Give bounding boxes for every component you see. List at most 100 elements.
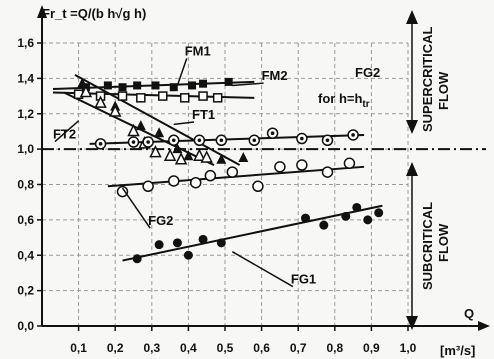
data-point [343, 157, 356, 170]
data-point [212, 93, 223, 103]
data-point [274, 161, 286, 173]
data-point-center [171, 138, 176, 143]
x-tick-label: 0,6 [253, 341, 270, 355]
data-point [321, 166, 334, 178]
data-point [108, 104, 122, 117]
data-point [193, 148, 206, 161]
data-point [142, 180, 154, 193]
data-point-center [325, 138, 330, 143]
data-point-center [351, 133, 355, 137]
data-point [238, 151, 249, 162]
data-point [136, 93, 146, 103]
x-tick-label: 0,7 [290, 341, 307, 355]
data-point [183, 250, 193, 260]
x-axis-label: Q [464, 306, 474, 321]
x-axis-arrow [478, 321, 490, 331]
data-point [226, 166, 239, 178]
y-tick-label: 0,4 [17, 248, 34, 262]
data-point [319, 220, 329, 230]
x-tick-label: 0,4 [180, 341, 197, 355]
x-tick-label: 0,8 [326, 341, 343, 355]
data-point [374, 208, 384, 218]
data-point [117, 91, 128, 101]
supercritical-label-2: FLOW [436, 71, 451, 110]
data-point-center [270, 131, 275, 136]
x-tick-label: 0,9 [363, 341, 380, 355]
y-tick-label: 0,6 [17, 213, 34, 227]
data-point [188, 81, 197, 90]
fg2-title: FG2 [355, 65, 380, 80]
data-point [133, 81, 142, 90]
supercritical-region: SUPERCRITICAL FLOW [406, 10, 451, 134]
data-point [301, 213, 311, 223]
series-label: FM1 [185, 43, 211, 58]
data-point [118, 83, 127, 92]
data-point [169, 83, 178, 92]
data-point-center [300, 136, 304, 141]
y-tick-label: 0,2 [17, 284, 34, 298]
x-tick-label: 0,3 [143, 341, 160, 355]
data-point-center [197, 138, 202, 143]
data-point-center [252, 138, 257, 143]
series-label: FT1 [192, 107, 215, 122]
series-label: FG2 [148, 213, 173, 228]
data-point [79, 84, 93, 98]
data-point [183, 150, 194, 161]
data-point [199, 79, 208, 88]
data-point-center [131, 140, 136, 144]
fg2-subtitle-sub: tr [362, 99, 369, 110]
axes: 0,0 0,2 0,4 0,6 0,8 1,0 1,2 1,4 1,6 0,1 0,2 0,3 0,4 0… [17, 5, 490, 355]
series-label-leader [176, 58, 188, 86]
data-point-center [219, 138, 224, 143]
data-point [179, 93, 190, 103]
y-axis-label: Fr_t =Q/(b h√g h) [42, 6, 146, 21]
y-tick-label: 0,0 [17, 319, 34, 333]
y-tick-label: 1,2 [17, 107, 34, 121]
data-point [224, 77, 233, 86]
x-tick-label: 0,5 [217, 341, 234, 355]
data-point [116, 185, 129, 198]
data-point [252, 180, 264, 193]
series-label-leader [173, 121, 195, 126]
data-point [154, 127, 165, 138]
subcritical-region: SUBCRITICAL FLOW [406, 162, 451, 330]
fit-line [122, 204, 383, 262]
data-point [135, 120, 146, 131]
fg2-subtitle-main: for h=h [318, 91, 362, 106]
series-label-leader [54, 120, 80, 143]
data-point-center [146, 140, 150, 144]
fg2-subtitle: for h=htr [318, 91, 370, 110]
supercritical-arrow-head-down [406, 120, 418, 134]
x-axis-unit: [m³/s] [440, 343, 475, 358]
data-point [174, 152, 188, 165]
data-point [158, 91, 168, 101]
subcritical-arrow-head-up [406, 162, 418, 176]
supercritical-arrow-head-up [406, 10, 418, 24]
data-point [77, 77, 88, 88]
data-point [168, 175, 180, 187]
x-tick-label: 1,0 [400, 341, 417, 355]
y-tick-label: 0,8 [17, 178, 34, 192]
series-label-leader [231, 251, 294, 288]
data-point [341, 211, 351, 221]
data-point [198, 234, 208, 244]
data-point [189, 176, 202, 189]
series-label: FT2 [53, 127, 76, 142]
data-point [151, 81, 160, 90]
data-point [103, 81, 112, 90]
series-label-leader [121, 187, 151, 229]
data-point [94, 95, 107, 108]
data-point [132, 254, 142, 264]
data-point [216, 238, 226, 248]
data-point [352, 202, 362, 212]
data-point-center [98, 142, 103, 146]
data-points [73, 77, 384, 264]
data-point [363, 215, 373, 225]
data-point [163, 148, 177, 161]
data-point [296, 159, 308, 171]
data-point [198, 91, 208, 101]
x-tick-label: 0,1 [70, 341, 87, 355]
series-label: FM2 [262, 68, 288, 83]
